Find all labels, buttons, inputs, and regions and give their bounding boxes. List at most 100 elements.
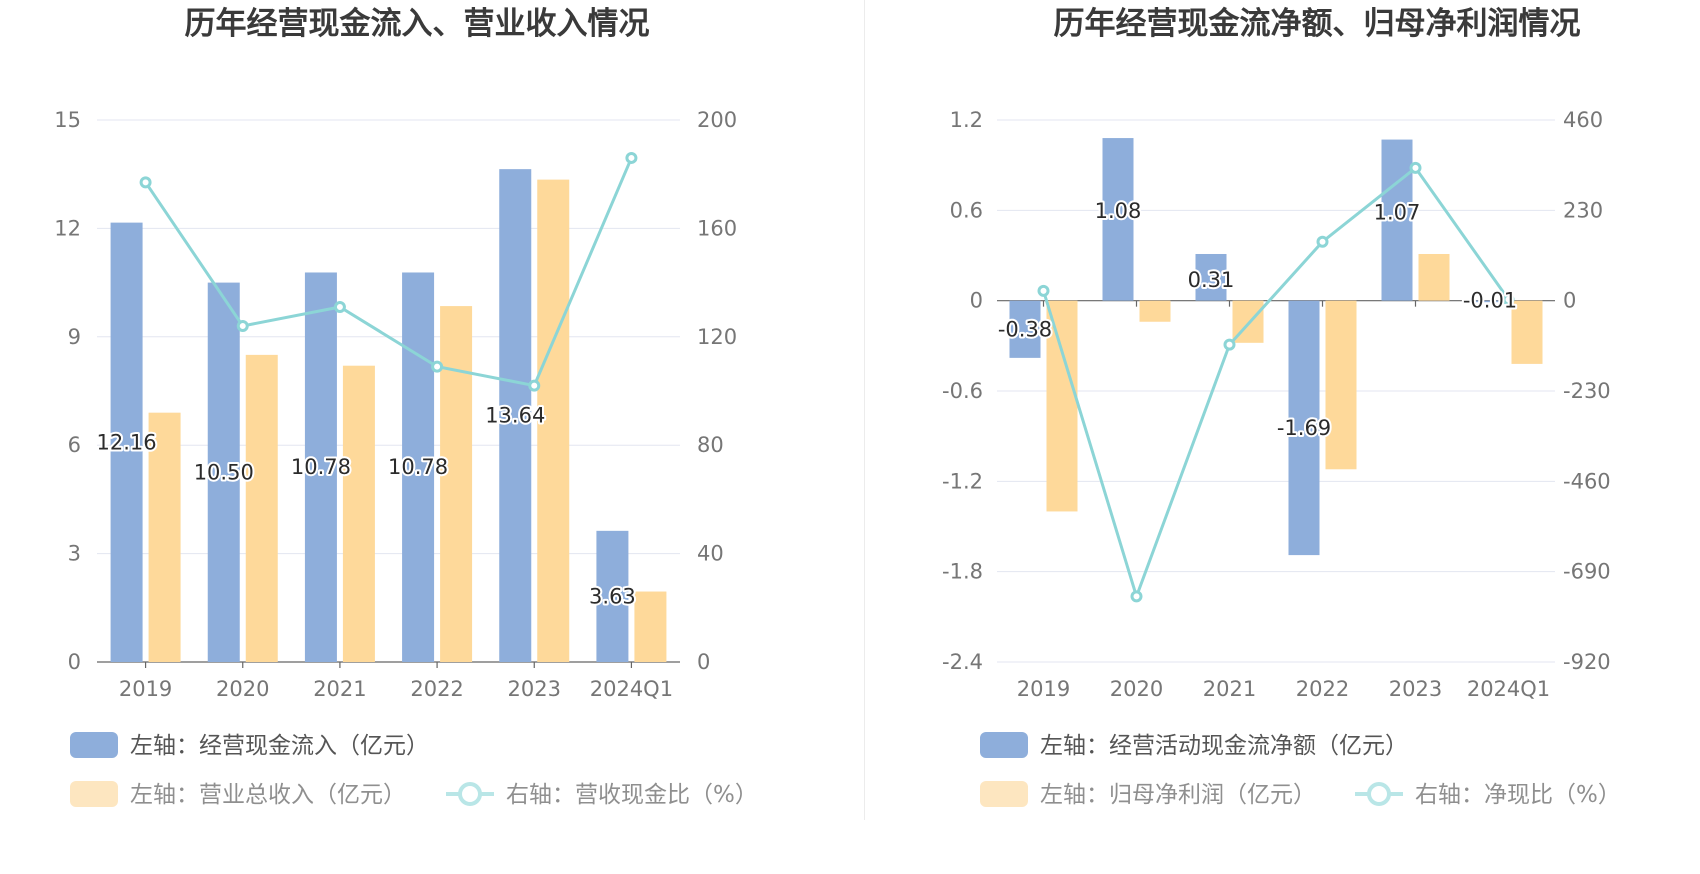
left-axis-tick: -1.2 [942, 469, 983, 493]
legend-swatch-bar1[interactable] [980, 732, 1028, 758]
line-point [431, 360, 444, 373]
chart-legend: 左轴：经营活动现金流净额（亿元） 左轴：归母净利润（亿元） 右轴：净现比（%） [980, 732, 1621, 808]
x-tick-label: 2023 [1389, 677, 1442, 701]
left-axis-tick: 6 [68, 433, 81, 457]
data-label: 0.31 [1188, 268, 1235, 292]
bar-series1 [596, 530, 629, 662]
data-label: -0.01 [1463, 289, 1517, 313]
left-axis-tick: 15 [54, 108, 81, 132]
right-axis-tick: 200 [697, 108, 737, 132]
bar-series2 [440, 306, 473, 662]
data-label: -0.38 [998, 317, 1052, 341]
bar-series2 [1046, 300, 1078, 512]
right-axis-tick: -920 [1563, 650, 1611, 674]
bar-series2 [148, 412, 181, 662]
x-tick-label: 2024Q1 [1467, 677, 1550, 701]
netcashflow-profit-chart: 历年经营现金流净额、归母净利润情况 -2.4 -920 -1.8 -690 -1.2 -4… [942, 6, 1621, 808]
bar-series2 [1325, 300, 1357, 470]
data-label: 13.64 [485, 404, 545, 428]
bar-series1 [1195, 253, 1227, 301]
x-tick-label: 2024Q1 [590, 677, 673, 701]
line-point [1409, 161, 1422, 174]
bar-series2 [634, 591, 667, 662]
left-axis-tick: 0 [970, 289, 983, 313]
bar-series1 [1009, 300, 1041, 358]
x-tick-label: 2022 [1296, 677, 1349, 701]
legend-line-marker[interactable] [1367, 782, 1391, 806]
chart-legend: 左轴：经营现金流入（亿元） 左轴：营业总收入（亿元） 右轴：营收现金比（%） [70, 732, 758, 808]
bar-series1 [1288, 300, 1320, 556]
bar-series2 [245, 354, 278, 662]
data-label: 10.78 [291, 455, 351, 479]
legend-label-bar2[interactable]: 左轴：营业总收入（亿元） [130, 782, 406, 808]
bar-series1 [1102, 138, 1134, 301]
line-point [1223, 338, 1236, 351]
line-point [1130, 590, 1143, 603]
bar-series1 [499, 169, 532, 662]
left-axis-tick: 0.6 [950, 198, 983, 222]
line-point [1037, 284, 1050, 297]
right-axis-tick: 460 [1563, 108, 1603, 132]
left-axis-tick: 3 [68, 542, 81, 566]
right-axis-tick: 120 [697, 325, 737, 349]
right-axis-tick: 160 [697, 216, 737, 240]
panel-divider [864, 0, 865, 820]
x-tick-label: 2019 [1017, 677, 1070, 701]
line-point [139, 176, 152, 189]
line-series [1042, 165, 1510, 602]
line-point [528, 379, 541, 392]
bar-series2 [1418, 253, 1450, 301]
line-point [236, 319, 249, 332]
x-tick-label: 2019 [119, 677, 172, 701]
left-axis-tick: -0.6 [942, 379, 983, 403]
right-axis-tick: -460 [1563, 469, 1611, 493]
right-axis-tick: 0 [697, 650, 710, 674]
legend-label-line[interactable]: 右轴：净现比（%） [1415, 782, 1621, 808]
left-axis-tick: -2.4 [942, 650, 983, 674]
bar-series1 [1381, 139, 1413, 301]
x-tick-label: 2021 [313, 677, 366, 701]
x-tick-label: 2023 [508, 677, 561, 701]
bar-series2 [1511, 300, 1543, 364]
bar-series1 [402, 272, 435, 662]
line-series [144, 157, 633, 388]
chart-title: 历年经营现金流净额、归母净利润情况 [1054, 6, 1581, 42]
left-axis-tick: 0 [68, 650, 81, 674]
cashflow-revenue-chart: 历年经营现金流入、营业收入情况 0 0 3 40 6 80 9 120 12 160 15 200 20… [54, 6, 758, 808]
legend-label-bar1[interactable]: 左轴：经营现金流入（亿元） [130, 733, 429, 759]
legend-label-bar2[interactable]: 左轴：归母净利润（亿元） [1040, 782, 1316, 808]
bar-series1 [1474, 300, 1506, 303]
legend-swatch-bar1[interactable] [70, 732, 118, 758]
legend-label-bar1[interactable]: 左轴：经营活动现金流净额（亿元） [1040, 733, 1408, 759]
bar-series1 [304, 272, 337, 662]
bar-series1 [110, 222, 143, 663]
line-point [1316, 235, 1329, 248]
x-tick-label: 2020 [1110, 677, 1163, 701]
line-point [1502, 293, 1515, 306]
right-axis-tick: 230 [1563, 198, 1603, 222]
left-axis-tick: 12 [54, 216, 81, 240]
right-axis-tick: 0 [1563, 289, 1576, 313]
data-label: 1.07 [1374, 201, 1421, 225]
data-label: 12.16 [97, 430, 157, 454]
right-axis-tick: -230 [1563, 379, 1611, 403]
right-axis-tick: 80 [697, 433, 724, 457]
line-point [625, 151, 638, 164]
legend-swatch-bar2[interactable] [70, 781, 118, 807]
line-point [333, 300, 346, 313]
left-axis-tick: -1.8 [942, 560, 983, 584]
left-axis-tick: 9 [68, 325, 81, 349]
data-label: 10.50 [194, 460, 254, 484]
legend-swatch-bar2[interactable] [980, 781, 1028, 807]
legend-line-marker[interactable] [458, 782, 482, 806]
data-label: -1.69 [1277, 416, 1331, 440]
bar-series1 [207, 282, 240, 662]
right-axis-tick: 40 [697, 542, 724, 566]
left-axis-tick: 1.2 [950, 108, 983, 132]
legend-label-line[interactable]: 右轴：营收现金比（%） [506, 782, 758, 808]
data-label: 1.08 [1095, 199, 1142, 223]
bar-series2 [1139, 300, 1171, 322]
x-tick-label: 2020 [216, 677, 269, 701]
x-tick-label: 2022 [410, 677, 463, 701]
chart-title: 历年经营现金流入、营业收入情况 [185, 6, 650, 42]
